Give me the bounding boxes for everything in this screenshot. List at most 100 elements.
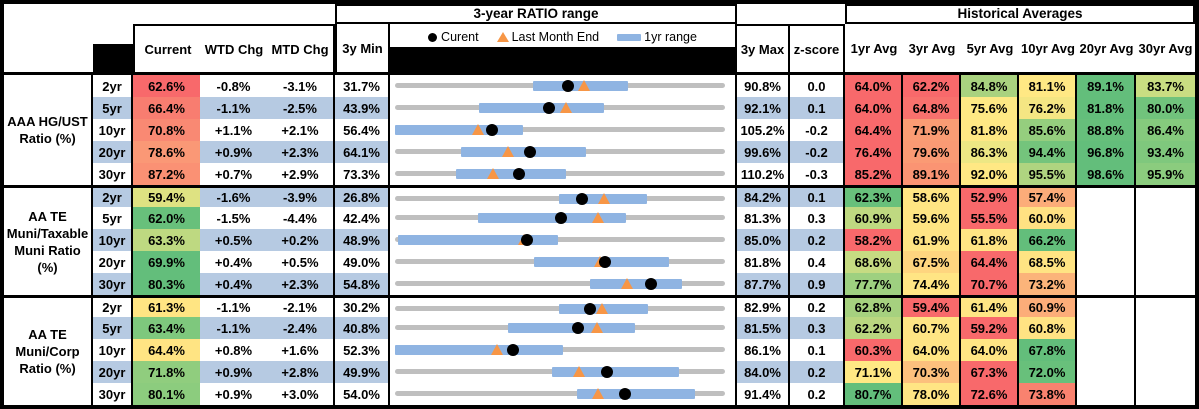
three-year-min-cell: 73.3%: [335, 163, 390, 185]
range-chart: [390, 273, 737, 295]
historical-avg-cell: 72.0%: [1019, 361, 1077, 383]
range-chart: [390, 361, 737, 383]
historical-avg-cell: 76.4%: [845, 141, 903, 163]
historical-avg-cell: 58.6%: [903, 185, 961, 207]
legend-last-month-item: Last Month End: [496, 29, 600, 44]
current-marker: [507, 344, 520, 356]
historical-avg-cell: 92.0%: [961, 163, 1019, 185]
black-fill-band: [390, 47, 735, 72]
historical-avg-cell: 81.1%: [1019, 75, 1077, 97]
tenor-cell: 20yr: [93, 251, 133, 273]
three-year-min-cell: 31.7%: [335, 75, 390, 97]
three-year-min-cell: 54.8%: [335, 273, 390, 295]
col-header-3yr-avg: 3yr Avg: [903, 24, 961, 75]
historical-avg-cell: 64.8%: [903, 97, 961, 119]
current-cell: 78.6%: [133, 141, 200, 163]
tenor-cell: 10yr: [93, 229, 133, 251]
historical-avg-cell: 98.6%: [1077, 163, 1136, 185]
three-year-max-cell: 82.9%: [737, 295, 790, 317]
historical-avg-cell: 93.4%: [1136, 141, 1195, 163]
last-month-end-marker: [592, 388, 605, 399]
historical-avg-cell: 60.0%: [1019, 207, 1077, 229]
last-month-end-marker: [559, 102, 572, 113]
three-year-max-cell: 110.2%: [737, 163, 790, 185]
one-year-range-bar: [551, 367, 679, 377]
three-year-max-cell: 84.0%: [737, 361, 790, 383]
historical-avg-cell: 57.4%: [1019, 185, 1077, 207]
last-month-end-marker: [598, 193, 611, 204]
historical-avg-cell: 73.2%: [1019, 273, 1077, 295]
z-score-cell: 0.1: [790, 339, 845, 361]
historical-avg-cell: 85.2%: [845, 163, 903, 185]
tenor-cell: 30yr: [93, 383, 133, 405]
current-marker: [520, 234, 533, 246]
wtd-chg-cell: +0.8%: [214, 342, 253, 358]
historical-avg-empty-cell: [1136, 273, 1195, 295]
historical-avg-cell: 62.3%: [845, 185, 903, 207]
current-marker: [555, 212, 568, 224]
col-header-current: Current: [144, 41, 192, 57]
change-columns-header: Current WTD Chg MTD Chg: [133, 24, 335, 75]
historical-avg-empty-cell: [1077, 317, 1136, 339]
current-marker: [523, 146, 536, 158]
current-cell: 70.8%: [133, 119, 200, 141]
range-bar-icon: [617, 33, 642, 41]
last-month-end-marker: [501, 146, 514, 157]
current-marker: [576, 193, 589, 205]
one-year-range-bar: [395, 345, 563, 355]
historical-avg-cell: 70.3%: [903, 361, 961, 383]
mtd-chg-cell: +3.0%: [267, 383, 335, 405]
historical-avg-cell: 64.0%: [903, 339, 961, 361]
historical-avg-cell: 68.6%: [845, 251, 903, 273]
historical-avg-empty-cell: [1136, 339, 1195, 361]
historical-avg-cell: 86.4%: [1136, 119, 1195, 141]
range-section-title: 3-year RATIO range: [335, 4, 737, 24]
col-header-wtd-chg: WTD Chg: [204, 41, 264, 57]
historical-avg-cell: 61.4%: [961, 295, 1019, 317]
historical-avg-cell: 64.4%: [845, 119, 903, 141]
current-marker: [599, 256, 612, 268]
last-month-end-marker: [486, 168, 499, 179]
current-cell: 62.6%: [133, 75, 200, 97]
historical-avg-cell: 59.6%: [903, 207, 961, 229]
black-fill-block: [93, 44, 133, 72]
range-track: [395, 391, 725, 396]
one-year-range-bar: [507, 323, 635, 333]
tenor-cell: 5yr: [93, 97, 133, 119]
historical-avg-cell: 55.5%: [961, 207, 1019, 229]
legend-last-month-label: Last Month End: [511, 29, 600, 44]
historical-avg-empty-cell: [1136, 317, 1195, 339]
mtd-chg-cell: +2.3%: [267, 273, 335, 295]
historical-avg-cell: 64.4%: [961, 251, 1019, 273]
one-year-range-bar: [395, 125, 524, 135]
range-chart: [390, 185, 737, 207]
current-marker: [561, 80, 574, 92]
three-year-max-cell: 99.6%: [737, 141, 790, 163]
historical-avg-cell: 62.2%: [903, 75, 961, 97]
blank-above-z-score: [790, 4, 845, 24]
three-year-max-cell: 87.7%: [737, 273, 790, 295]
historical-avg-cell: 64.0%: [845, 75, 903, 97]
historical-avg-empty-cell: [1136, 229, 1195, 251]
historical-avg-cell: 62.2%: [845, 317, 903, 339]
historical-avg-empty-cell: [1077, 339, 1136, 361]
z-score-cell: 0.2: [790, 295, 845, 317]
historical-avg-cell: 61.8%: [961, 229, 1019, 251]
range-chart: [390, 207, 737, 229]
z-score-cell: -0.3: [790, 163, 845, 185]
col-header-1yr-avg: 1yr Avg: [845, 24, 903, 75]
group-label: AA TE Muni/Taxable Muni Ratio (%): [4, 185, 93, 295]
mtd-chg-cell: -3.9%: [267, 185, 335, 207]
one-year-range-bar: [397, 235, 558, 245]
current-marker: [486, 124, 499, 136]
last-month-end-marker: [578, 80, 591, 91]
historical-avg-cell: 59.4%: [903, 295, 961, 317]
wtd-chg-cell: +1.1%: [214, 122, 253, 138]
three-year-min-cell: 49.0%: [335, 251, 390, 273]
mtd-chg-cell: +2.8%: [267, 361, 335, 383]
one-year-range-bar: [589, 279, 682, 289]
three-year-max-cell: 105.2%: [737, 119, 790, 141]
mtd-chg-cell: +2.3%: [267, 141, 335, 163]
tenor-cell: 5yr: [93, 317, 133, 339]
historical-avg-empty-cell: [1077, 383, 1136, 405]
